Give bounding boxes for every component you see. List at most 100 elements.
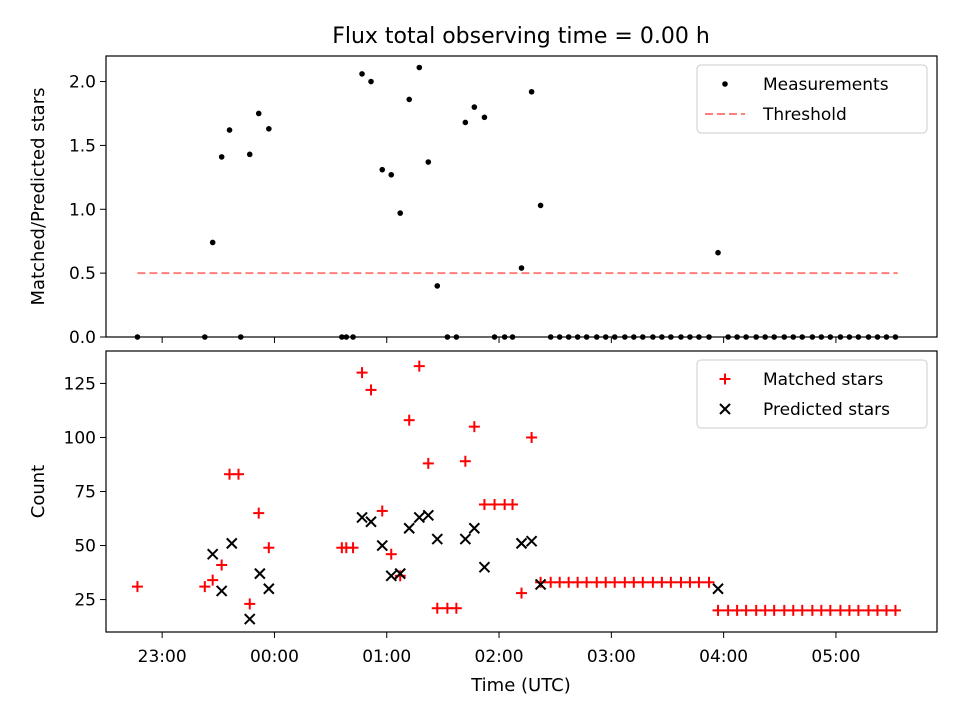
y-axis-label: Count (28, 465, 49, 518)
y-tick-label: 0.0 (69, 328, 96, 348)
data-point (226, 127, 233, 133)
data-point (359, 71, 365, 77)
y-tick-label: 1.0 (69, 200, 96, 220)
data-point (385, 570, 397, 582)
x-tick-label: 00:00 (250, 647, 299, 667)
ratio-panel: 0.0 0.5 1.0 1.5 2.0 Matched/Predicted stars Me… (28, 55, 938, 348)
legend: Matched stars Predicted stars (696, 359, 928, 429)
marker-stroke (263, 583, 275, 595)
marker-stroke (534, 578, 547, 591)
data-point (796, 604, 808, 616)
marker-stroke (206, 548, 219, 560)
marker-stroke (431, 533, 443, 545)
data-point (581, 576, 593, 588)
data-point (434, 283, 441, 289)
data-point (266, 126, 272, 132)
data-point (394, 570, 406, 582)
x-tick-label: 04:00 (699, 647, 748, 667)
data-point (246, 151, 253, 158)
plot-frame (105, 350, 938, 633)
data-point (450, 602, 462, 614)
data-point (535, 576, 547, 588)
data-point (525, 535, 538, 547)
data-point (425, 159, 432, 165)
legend-swatch (719, 403, 731, 415)
data-point (413, 360, 425, 372)
data-point (459, 533, 472, 545)
legend-label: Matched stars (763, 370, 883, 390)
data-point (244, 598, 256, 610)
data-point (199, 581, 211, 593)
data-point (356, 511, 368, 524)
data-point (365, 516, 377, 528)
marker-stroke (719, 403, 731, 415)
data-point (215, 585, 228, 597)
data-point (207, 574, 219, 586)
legend-label: Predicted stars (763, 400, 890, 420)
data-point (507, 498, 519, 510)
data-point (715, 249, 721, 256)
x-tick-label: 03:00 (587, 647, 636, 667)
marker-stroke (215, 585, 228, 597)
data-point (768, 604, 780, 616)
data-point (422, 509, 435, 521)
series-predicted-stars (206, 509, 724, 625)
marker-stroke (376, 539, 388, 552)
data-point (209, 239, 216, 246)
y-tick-label: 25 (74, 591, 96, 611)
data-point (216, 559, 228, 571)
data-point (478, 498, 490, 510)
y-tick-label: 75 (74, 483, 96, 503)
data-point (516, 587, 527, 599)
marker-stroke (525, 535, 538, 547)
marker-stroke (394, 567, 406, 580)
data-point (468, 421, 480, 433)
data-point (526, 431, 538, 443)
legend-frame (696, 359, 928, 429)
data-point (852, 604, 864, 616)
count-panel: 25 50 75 100 125 23:00 00:00 01:00 02:00 03:00 04:… (28, 350, 938, 667)
chart-title: Flux total observing time = 0.00 h (332, 24, 710, 49)
data-point (422, 457, 434, 469)
marker-stroke (403, 522, 415, 534)
data-point (693, 576, 705, 588)
legend-label: Threshold (762, 105, 847, 125)
data-point (365, 384, 377, 396)
marker-stroke (515, 537, 528, 550)
data-point (379, 166, 386, 173)
data-point (233, 468, 245, 480)
data-point (403, 522, 415, 534)
series-matched-stars (131, 360, 901, 616)
data-point (703, 576, 715, 588)
x-tick-label: 05:00 (811, 647, 860, 667)
legend-label: Measurements (763, 75, 889, 95)
marker-stroke (478, 561, 491, 573)
data-point (534, 578, 547, 591)
data-point (712, 604, 724, 616)
legend-frame (696, 64, 928, 134)
y-tick-label: 0.5 (69, 264, 96, 284)
data-point (740, 604, 752, 616)
y-axis-label: Matched/Predicted stars (28, 88, 49, 306)
data-point (489, 498, 501, 510)
marker-stroke (356, 511, 368, 524)
x-axis-label: Time (UTC) (470, 675, 571, 696)
x-tick-label: 23:00 (138, 647, 187, 667)
data-point (254, 567, 266, 580)
data-point (206, 548, 219, 560)
data-point (385, 548, 397, 560)
data-point (347, 542, 359, 554)
y-tick-label: 100 (64, 428, 96, 448)
data-point (431, 533, 443, 545)
data-point (413, 511, 426, 524)
plot-frame (105, 55, 938, 338)
data-point (244, 613, 256, 625)
data-point (253, 507, 265, 519)
data-point (376, 539, 388, 552)
data-point (481, 114, 488, 121)
data-point (255, 110, 262, 117)
marker-stroke (254, 567, 266, 580)
marker-stroke (244, 613, 256, 625)
x-tick-label: 01:00 (362, 647, 411, 667)
